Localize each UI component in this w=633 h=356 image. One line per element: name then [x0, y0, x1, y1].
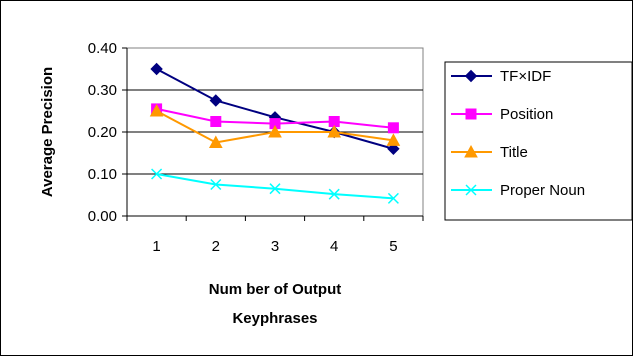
data-point-title	[268, 124, 282, 138]
data-point-title	[386, 133, 401, 146]
x-tick-label: 3	[271, 238, 279, 255]
legend-marker-proper-noun	[465, 184, 477, 196]
legend-item-tf-idf: TF×IDF	[451, 68, 551, 85]
legend: TF×IDF Position Title Proper Noun	[444, 61, 633, 221]
series-group	[149, 62, 401, 204]
legend-item-title: Title	[451, 144, 528, 161]
data-point-proper-noun	[328, 188, 340, 200]
x-tick-label: 1	[152, 238, 160, 255]
legend-item-position: Position	[451, 106, 553, 123]
legend-label: TF×IDF	[500, 68, 551, 85]
data-point-tf-idf	[150, 62, 163, 76]
legend-marker-tf-idf	[464, 69, 478, 83]
data-point-proper-noun	[387, 192, 399, 204]
y-tick-label: 0.10	[88, 166, 117, 183]
data-point-tf-idf	[209, 94, 223, 107]
legend-label: Position	[500, 106, 553, 123]
y-tick-label: 0.20	[88, 124, 117, 141]
x-tick-label: 5	[389, 238, 397, 255]
y-axis: 0.00 0.10 0.20 0.30 0.40	[88, 40, 128, 225]
legend-label: Proper Noun	[500, 182, 585, 199]
series-proper-noun	[151, 168, 399, 204]
data-point-title	[149, 103, 164, 117]
x-axis-title-line-1: Num ber of Output	[209, 281, 341, 298]
data-point-proper-noun	[210, 178, 222, 191]
legend-label: Title	[500, 144, 528, 161]
x-axis: 1 2 3 4 5	[126, 215, 424, 255]
legend-box	[444, 61, 633, 221]
legend-marker-title	[464, 144, 478, 158]
x-axis-title-line-2: Keyphrases	[232, 310, 317, 327]
data-point-tf-idf	[387, 142, 400, 156]
y-axis-title: Average Precision	[39, 67, 56, 197]
y-tick-label: 0.30	[88, 82, 117, 99]
legend-item-proper-noun: Proper Noun	[451, 182, 585, 199]
y-tick-label: 0.00	[88, 208, 117, 225]
series-title	[149, 103, 401, 148]
data-point-position	[387, 122, 399, 134]
data-point-proper-noun	[151, 168, 163, 180]
y-tick-label: 0.40	[88, 40, 117, 57]
data-point-proper-noun	[269, 183, 281, 195]
data-point-position	[210, 116, 222, 127]
x-tick-label: 2	[212, 238, 220, 255]
x-tick-label: 4	[330, 238, 338, 255]
legend-marker-position	[465, 108, 477, 120]
data-point-title	[327, 124, 342, 138]
data-point-title	[208, 135, 223, 148]
